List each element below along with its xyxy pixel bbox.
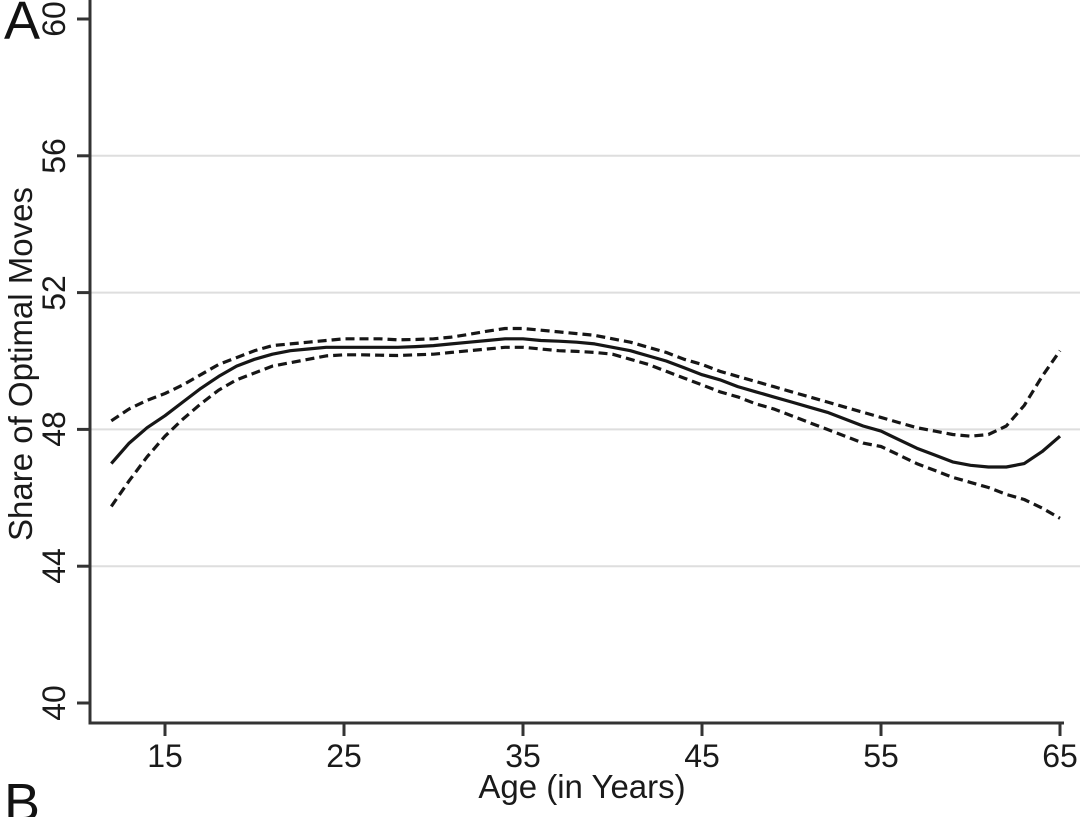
- y-tick-label-60: 60: [36, 1, 72, 37]
- x-tick-label-25: 25: [326, 738, 362, 774]
- x-tick-label-65: 65: [1042, 738, 1078, 774]
- x-tick-label-15: 15: [147, 738, 183, 774]
- y-tick-label-52: 52: [36, 274, 72, 311]
- y-tick-label-44: 44: [36, 548, 72, 584]
- curve-lower-ci: [109, 345, 1061, 520]
- x-tick-label-45: 45: [684, 738, 720, 774]
- x-tick-label-35: 35: [505, 738, 541, 774]
- x-axis-title: Age (in Years): [478, 768, 686, 805]
- curve-upper-ci: [110, 326, 1062, 438]
- y-axis-title: Share of Optimal Moves: [2, 187, 39, 541]
- y-tick-label-48: 48: [36, 411, 72, 448]
- panel-label-a: A: [4, 0, 41, 51]
- x-tick-label-55: 55: [863, 738, 899, 774]
- curve-estimate: [110, 337, 1062, 469]
- panel-label-b: B: [4, 773, 41, 817]
- y-tick-label-40: 40: [36, 685, 72, 721]
- y-tick-label-56: 56: [36, 138, 72, 174]
